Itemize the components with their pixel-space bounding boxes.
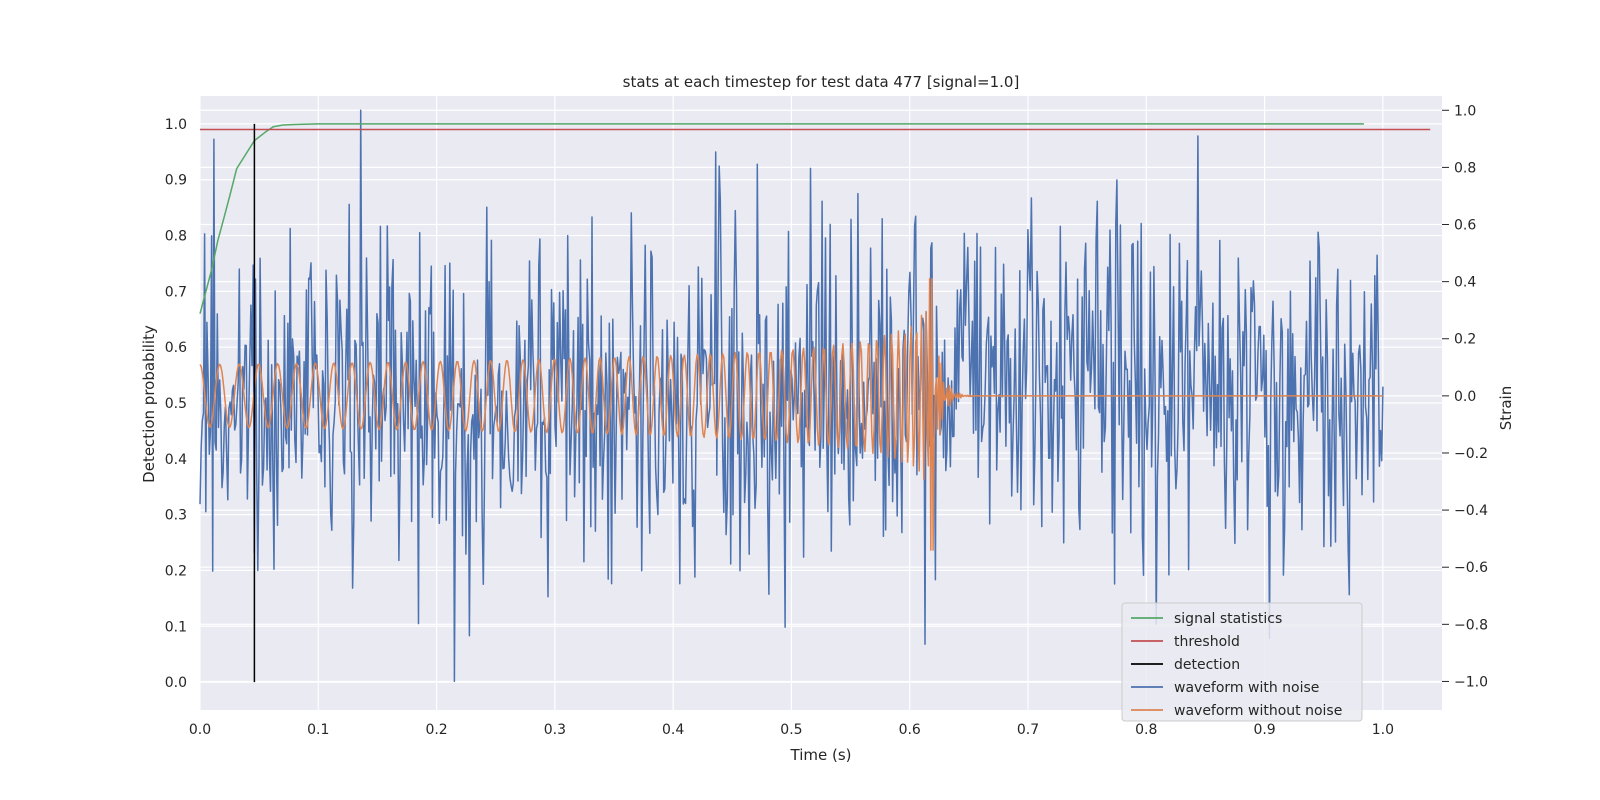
x-tick-label: 0.4 bbox=[662, 722, 684, 738]
x-tick-label: 0.1 bbox=[307, 722, 329, 738]
x-tick-label: 1.0 bbox=[1372, 722, 1394, 738]
y2-tick-label: 0.0 bbox=[1454, 389, 1476, 405]
y-tick-label: 1.0 bbox=[165, 117, 187, 133]
chart-title: stats at each timestep for test data 477… bbox=[623, 73, 1020, 91]
legend-label: waveform without noise bbox=[1174, 703, 1342, 719]
series-layer bbox=[199, 109, 1431, 683]
legend-label: waveform with noise bbox=[1174, 680, 1319, 696]
series-waveform-without-noise bbox=[199, 278, 1383, 551]
x-tick-label: 0.8 bbox=[1135, 722, 1157, 738]
y-tick-label: 0.5 bbox=[165, 396, 187, 412]
legend: signal statistics threshold detection wavef… bbox=[1121, 602, 1363, 722]
y-tick-label: 0.4 bbox=[165, 452, 187, 468]
x-tick-label: 0.5 bbox=[780, 722, 802, 738]
y-tick-label: 0.2 bbox=[165, 563, 187, 579]
y2-tick-label: 1.0 bbox=[1454, 103, 1476, 119]
legend-box bbox=[1121, 602, 1363, 722]
x-tick-label: 0.3 bbox=[544, 722, 566, 738]
x-axis-label: Time (s) bbox=[790, 746, 852, 764]
y-tick-label: 0.1 bbox=[165, 619, 187, 635]
legend-label: detection bbox=[1174, 657, 1240, 673]
y-tick-label: 0.8 bbox=[165, 229, 187, 245]
y2-tick-label: −0.6 bbox=[1454, 560, 1488, 576]
y-axis-label: Detection probability bbox=[140, 325, 158, 483]
y2-axis-label: Strain bbox=[1497, 386, 1515, 430]
y-tick-label: 0.7 bbox=[165, 284, 187, 300]
x-tick-label: 0.0 bbox=[189, 722, 211, 738]
x-tick-label: 0.2 bbox=[425, 722, 447, 738]
y-tick-label: 0.9 bbox=[165, 173, 187, 189]
legend-label: threshold bbox=[1174, 634, 1240, 650]
y2-tick-label: −0.8 bbox=[1454, 617, 1488, 633]
axis-ticks: 0.0 0.1 0.2 0.3 0.4 0.5 0.6 0.7 0.8 0.9 1.0 0.0 0.1 0… bbox=[165, 103, 1488, 738]
y2-tick-label: −1.0 bbox=[1454, 674, 1488, 690]
y2-tick-label: −0.2 bbox=[1454, 446, 1488, 462]
legend-label: signal statistics bbox=[1174, 611, 1282, 627]
y2-tick-label: −0.4 bbox=[1454, 503, 1488, 519]
y-tick-label: 0.0 bbox=[165, 675, 187, 691]
x-tick-label: 0.9 bbox=[1253, 722, 1275, 738]
y2-tick-label: 0.4 bbox=[1454, 275, 1476, 291]
y2-tick-label: 0.6 bbox=[1454, 218, 1476, 234]
y-tick-label: 0.6 bbox=[165, 340, 187, 356]
y2-tick-label: 0.8 bbox=[1454, 160, 1476, 176]
y-tick-label: 0.3 bbox=[165, 508, 187, 524]
x-tick-label: 0.6 bbox=[899, 722, 921, 738]
x-tick-label: 0.7 bbox=[1017, 722, 1039, 738]
y2-tick-label: 0.2 bbox=[1454, 332, 1476, 348]
